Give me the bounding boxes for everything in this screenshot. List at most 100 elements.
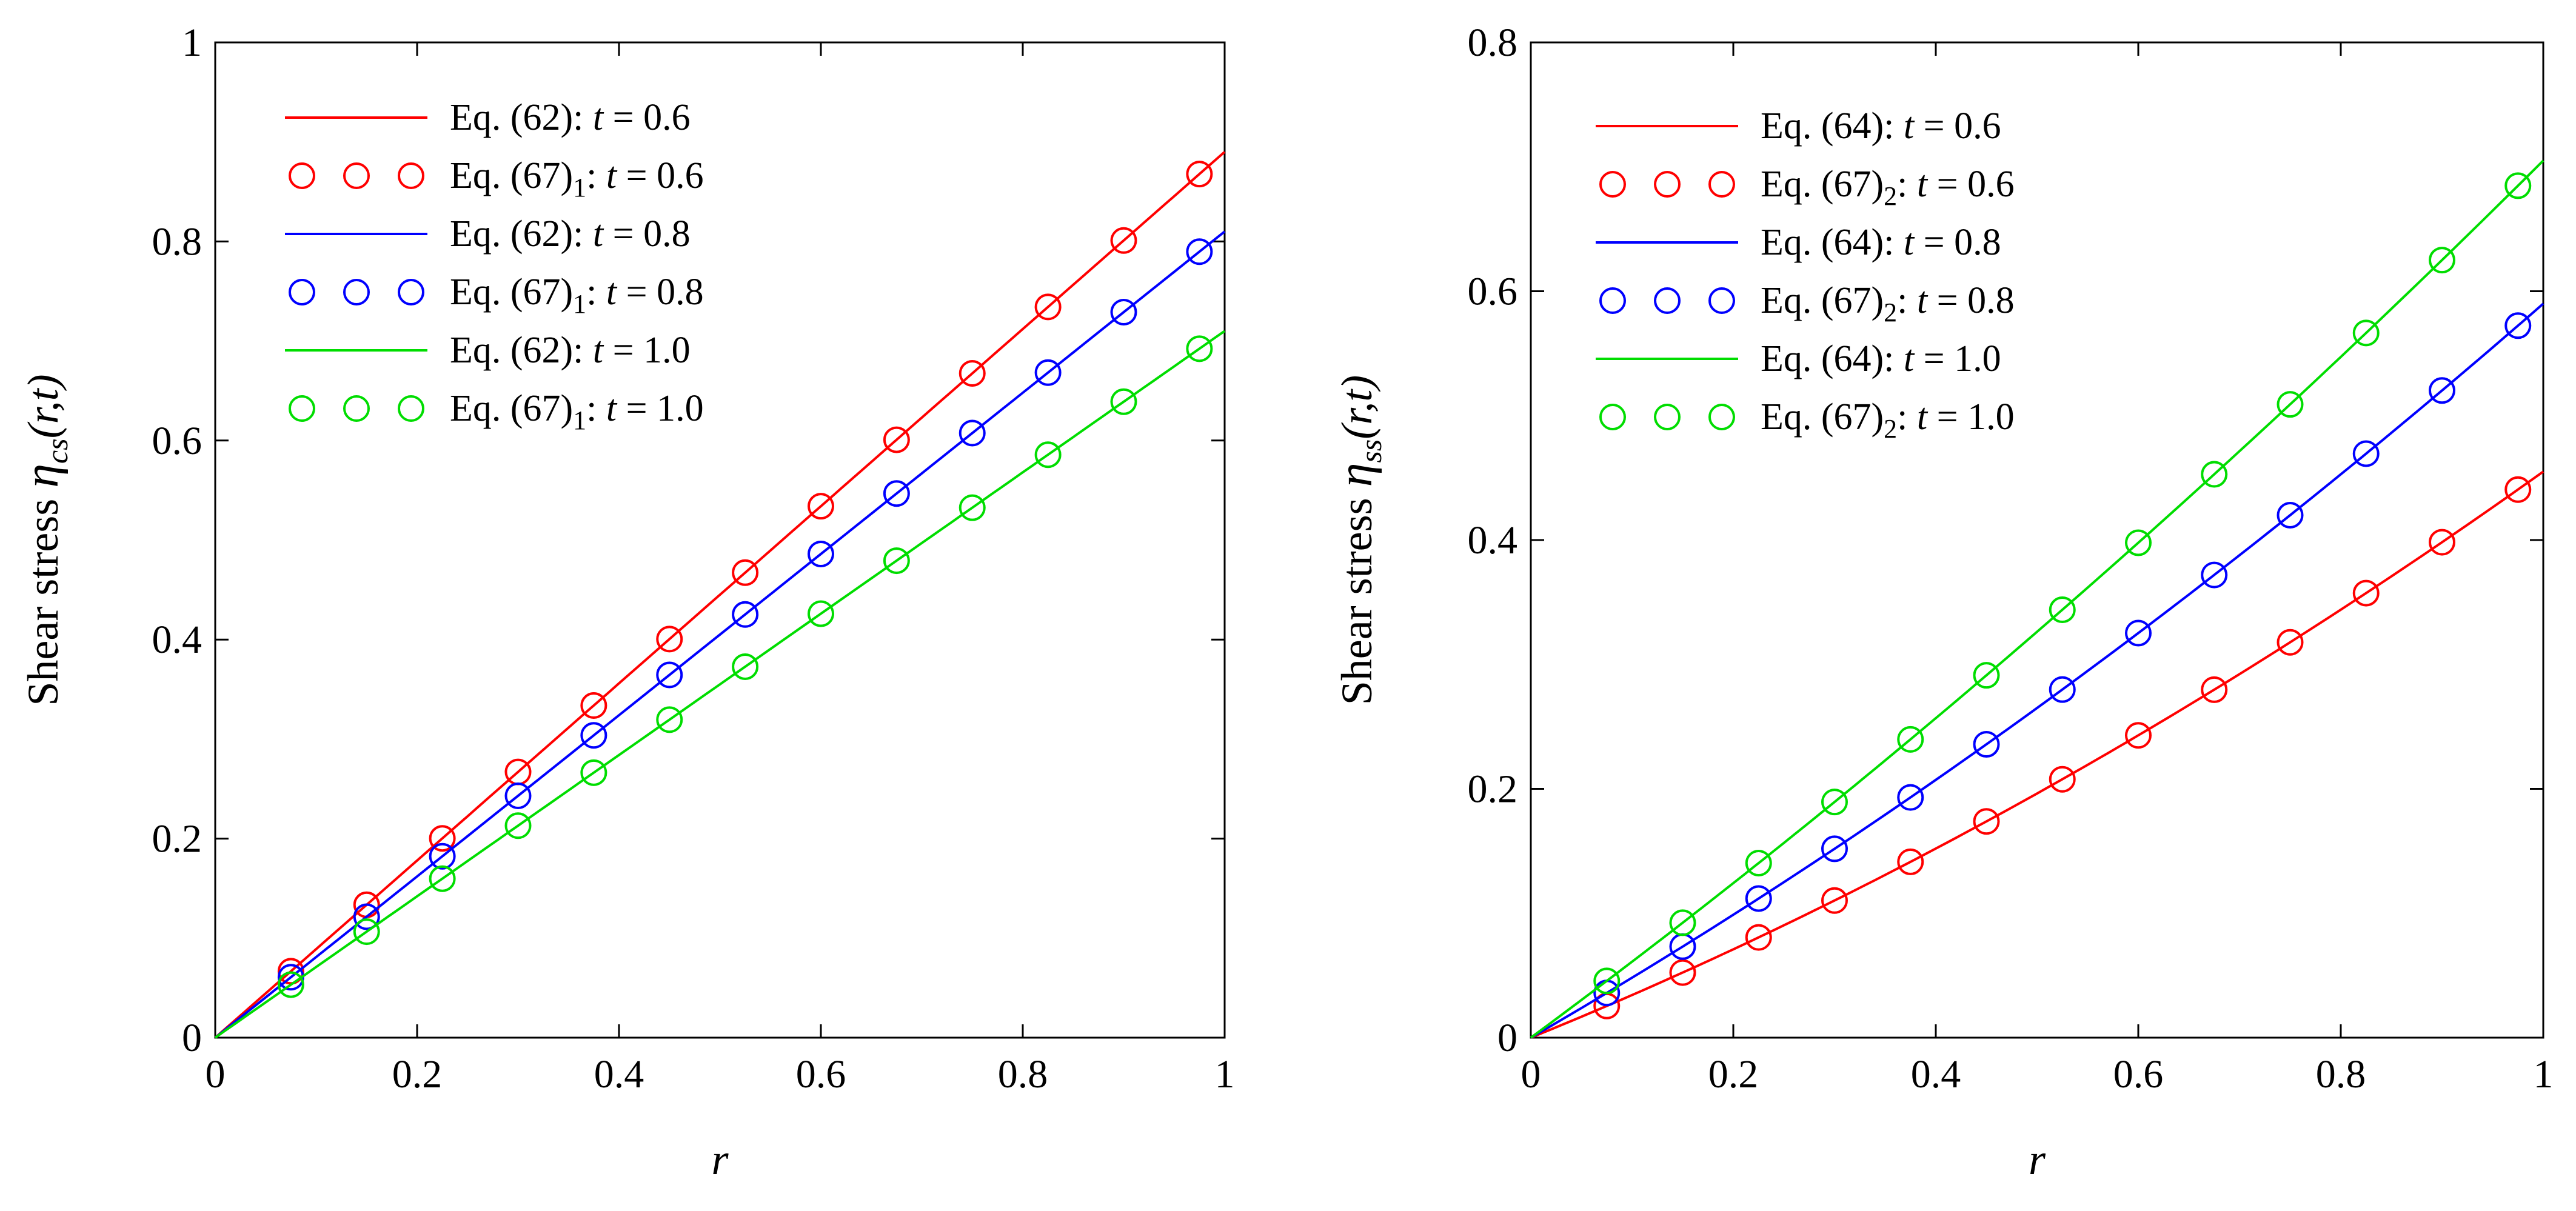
legend-eq: Eq. (67) [450,272,573,313]
legend-t: t [1907,164,1929,205]
legend-marker-swatch [398,395,424,422]
data-point [429,865,456,892]
series-markers-2 [1593,476,2532,1019]
data-point [2049,596,2076,624]
legend-label: Eq. (62): t = 0.8 [450,213,691,255]
data-point [1821,887,1848,914]
data-point [1669,909,1696,936]
data-point [504,812,532,839]
legend-marker-swatch [1599,171,1626,198]
y-axis-label-subscript: ss [1354,439,1388,463]
legend-marker-swatch [289,279,315,305]
x-tick-label: 0.2 [392,1052,443,1096]
legend-entry-6: Eq. (67)1: t = 1.0 [289,388,704,435]
data-point [1821,835,1848,862]
legend-value: = 0.8 [603,213,690,255]
legend-eq: Eq. (67) [1761,396,1884,438]
x-tick-label: 1 [2534,1052,2554,1096]
data-point [2504,312,2532,339]
data-point [580,722,607,749]
legend-value: = 1.0 [617,388,703,429]
legend-t: t [1894,222,1915,263]
data-point [429,825,456,852]
legend-value: = 0.8 [1927,280,2014,321]
x-tick-label: 0 [1521,1052,1541,1096]
data-point [2201,676,2228,703]
legend-label: Eq. (67)1: t = 0.8 [450,272,704,319]
y-tick-label: 0.4 [152,618,202,662]
data-point [2504,476,2532,503]
x-tick-label: 0.8 [2316,1052,2366,1096]
data-point [1973,808,2000,835]
data-point [1593,967,1621,995]
data-point [2429,377,2455,404]
legend-t: t [597,272,618,313]
y-tick-label: 0 [1497,1016,1517,1060]
data-point [1973,662,2000,689]
legend-colon: : [586,155,597,196]
data-point [1973,731,2000,758]
legend-label: Eq. (64): t = 1.0 [1761,338,2001,379]
legend-value: = 1.0 [1927,396,2014,438]
data-point [732,653,759,680]
legend-entry-4: Eq. (67)2: t = 0.8 [1599,280,2015,327]
y-axis-label-symbol: η [15,464,69,488]
data-point [1186,161,1213,188]
data-point [504,782,532,809]
legend-eq: Eq. (67) [450,388,573,429]
series-line-3 [214,230,1226,1039]
legend-entry-5: Eq. (64): t = 1.0 [1596,338,2001,379]
legend-eq: Eq. (62): [450,213,583,255]
x-tick-label: 1 [1215,1052,1235,1096]
legend-colon: : [586,272,597,313]
data-point [1669,959,1696,986]
legend-marker-swatch [1708,287,1735,314]
legend-marker-swatch [1654,287,1681,314]
data-point [883,480,910,507]
data-point [656,661,683,689]
legend-t: t [583,213,604,255]
legend-value: = 1.0 [603,330,690,371]
legend-eq-subscript: 1 [573,289,586,319]
y-tick-label: 0.2 [152,817,202,861]
legend-entry-1: Eq. (62): t = 0.6 [285,97,691,138]
legend-value: = 0.6 [1914,105,2001,147]
data-point [2201,461,2228,488]
y-tick-label: 0.2 [1468,767,1518,812]
y-tick-label: 0.4 [1468,518,1518,562]
data-point [2277,501,2304,529]
data-point [580,759,607,786]
legend-label: Eq. (67)2: t = 0.8 [1761,280,2015,327]
legend-eq: Eq. (67) [1761,280,1884,321]
legend-entry-3: Eq. (62): t = 0.8 [285,213,691,255]
series-line-1 [1530,470,2544,1039]
series-markers-2 [277,161,1213,985]
legend-t: t [583,330,604,371]
series-line-5 [214,330,1226,1039]
legend-label: Eq. (64): t = 0.8 [1761,222,2001,263]
data-point [1110,388,1137,415]
legend-eq: Eq. (62): [450,330,583,371]
legend-t: t [1907,396,1929,438]
legend-eq: Eq. (62): [450,97,583,138]
data-point [2125,529,2152,556]
series-line-5 [1530,159,2544,1039]
data-point [732,559,759,586]
data-point [1745,850,1772,877]
legend-marker-swatch [398,162,424,189]
y-axis-label-subscript: cs [40,438,74,464]
data-point [1034,359,1062,386]
x-tick-label: 0 [206,1052,226,1096]
data-point [883,426,910,453]
legend-entry-4: Eq. (67)1: t = 0.8 [289,272,704,319]
series-line-3 [1530,302,2544,1039]
data-point [1034,441,1062,469]
y-tick-label: 0.8 [152,219,202,264]
legend-t: t [1894,338,1915,379]
legend-eq: Eq. (64): [1761,105,1894,147]
legend-colon: : [1897,164,1907,205]
chart-panel-1: 0 0.2 0.4 0.6 0.8 1 0 0.2 0.4 0.6 0.8 1 r Shear stres… [15,21,1235,1184]
data-point [1745,924,1772,951]
legend-t: t [597,388,618,429]
data-point [580,692,607,719]
